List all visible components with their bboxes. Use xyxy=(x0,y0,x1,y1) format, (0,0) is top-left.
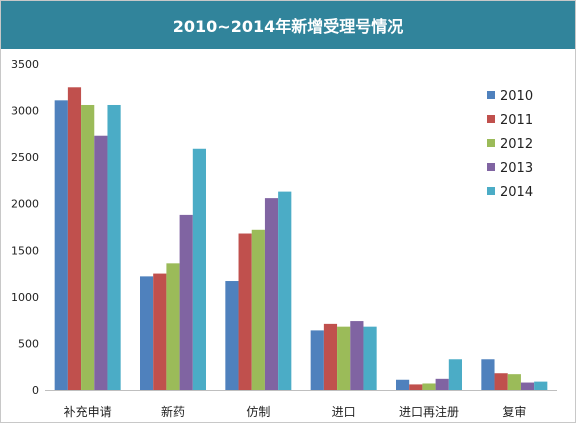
legend-swatch xyxy=(487,187,495,195)
y-tick-label: 1500 xyxy=(11,244,39,257)
x-category-label: 进口再注册 xyxy=(399,404,459,419)
bar xyxy=(251,229,265,390)
x-category-label: 仿制 xyxy=(246,405,270,419)
bar xyxy=(107,104,121,391)
y-tick-label: 2500 xyxy=(11,151,39,164)
legend-swatch xyxy=(487,115,495,123)
y-tick-label: 0 xyxy=(32,384,39,397)
legend-label: 2012 xyxy=(500,137,533,152)
bar xyxy=(350,321,364,390)
bar xyxy=(238,233,252,390)
legend-swatch xyxy=(487,91,495,99)
legend-label: 2014 xyxy=(500,185,533,200)
x-category-label: 新药 xyxy=(161,404,185,419)
bar xyxy=(192,148,206,390)
bar xyxy=(520,382,535,390)
legend-swatch xyxy=(487,139,495,147)
y-tick-label: 500 xyxy=(18,337,39,350)
x-category-label: 进口 xyxy=(332,405,356,419)
bar xyxy=(94,135,108,390)
chart-title: 2010~2014年新增受理号情况 xyxy=(1,1,575,49)
bar xyxy=(67,87,82,391)
bar xyxy=(310,330,324,390)
y-tick-label: 2000 xyxy=(11,198,39,211)
bar xyxy=(494,373,508,390)
bar xyxy=(507,374,521,390)
y-tick-label: 3000 xyxy=(11,105,39,118)
bar xyxy=(448,359,462,390)
legend-label: 2011 xyxy=(500,113,533,128)
bar xyxy=(396,379,410,390)
bar xyxy=(166,263,180,390)
x-category-label: 补充申请 xyxy=(64,404,112,419)
legend-swatch xyxy=(487,163,495,171)
bar xyxy=(363,326,377,390)
y-tick-label: 1000 xyxy=(11,291,39,304)
legend-label: 2010 xyxy=(500,89,533,104)
bar xyxy=(140,276,154,390)
bar xyxy=(278,191,292,390)
bar xyxy=(81,104,95,391)
bar xyxy=(534,381,548,390)
bar xyxy=(409,384,423,390)
bar xyxy=(323,323,338,390)
x-category-label: 复审 xyxy=(502,404,526,419)
bar xyxy=(179,214,193,390)
bar xyxy=(435,378,449,390)
bar xyxy=(481,359,495,390)
bar xyxy=(153,273,167,390)
bar xyxy=(225,281,239,390)
bar xyxy=(54,100,68,390)
legend-label: 2013 xyxy=(500,161,533,176)
y-tick-label: 3500 xyxy=(11,58,39,71)
bar xyxy=(264,198,279,390)
bar xyxy=(422,383,436,390)
bar xyxy=(337,326,351,390)
